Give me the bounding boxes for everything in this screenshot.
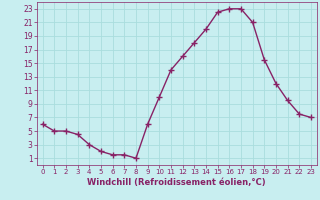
X-axis label: Windchill (Refroidissement éolien,°C): Windchill (Refroidissement éolien,°C) bbox=[87, 178, 266, 187]
